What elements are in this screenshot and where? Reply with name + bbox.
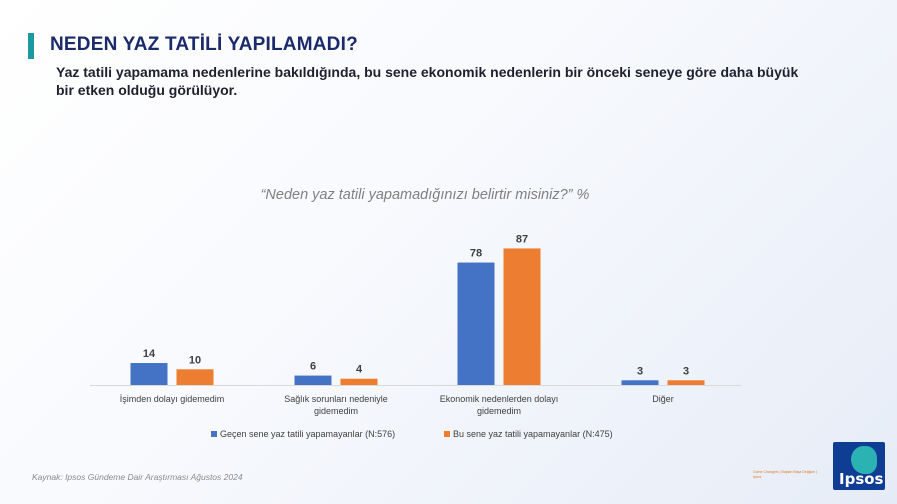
bar-curr-0 [176,369,214,385]
category-label-2: Ekonomik nedenlerden dolayı [440,394,559,404]
logo-text: Ipsos [839,470,884,488]
data-label-curr-3: 3 [683,365,689,377]
bar-prev-3 [621,380,659,385]
category-label-0: İşimden dolayı gidemedim [120,394,225,404]
source-note: Kaynak: Ipsos Gündeme Dair Araştırması A… [32,472,243,482]
logo-mark-icon [851,446,877,474]
legend-label-curr: Bu sene yaz tatili yapamayanlar (N:475) [453,429,613,439]
bar-curr-1 [340,378,378,385]
bar-prev-0 [130,363,168,385]
data-label-curr-1: 4 [356,364,363,376]
data-label-curr-0: 10 [189,354,201,366]
page-title: NEDEN YAZ TATİLİ YAPILAMADI? [50,34,358,55]
page-subtitle: Yaz tatili yapamama nedenlerine bakıldığ… [56,64,799,98]
data-label-prev-2: 78 [470,248,482,260]
bar-prev-2 [457,262,495,385]
title-accent-bar [28,33,34,59]
bar-curr-2 [503,248,541,385]
data-label-curr-2: 87 [516,233,528,245]
category-label-2: gidemedim [477,406,521,416]
category-label-1: gidemedim [314,406,358,416]
legend-label-prev: Geçen sene yaz tatili yapamayanlar (N:57… [220,429,395,439]
category-label-3: Diğer [652,394,674,404]
category-label-1: Sağlık sorunları nedeniyle [284,394,388,404]
data-label-prev-0: 14 [143,348,156,360]
footer-tagline: Game Changers | Baştan Başa Değişim | Ip… [753,470,817,479]
ipsos-logo: Ipsos [833,442,885,490]
data-label-prev-1: 6 [310,361,316,373]
legend-swatch-prev [211,431,217,437]
legend-swatch-curr [444,431,450,437]
bar-curr-3 [667,380,705,385]
data-label-prev-3: 3 [637,365,643,377]
chart-question: “Neden yaz tatili yapamadığınızı belirti… [260,187,590,203]
bar-prev-1 [294,375,332,385]
